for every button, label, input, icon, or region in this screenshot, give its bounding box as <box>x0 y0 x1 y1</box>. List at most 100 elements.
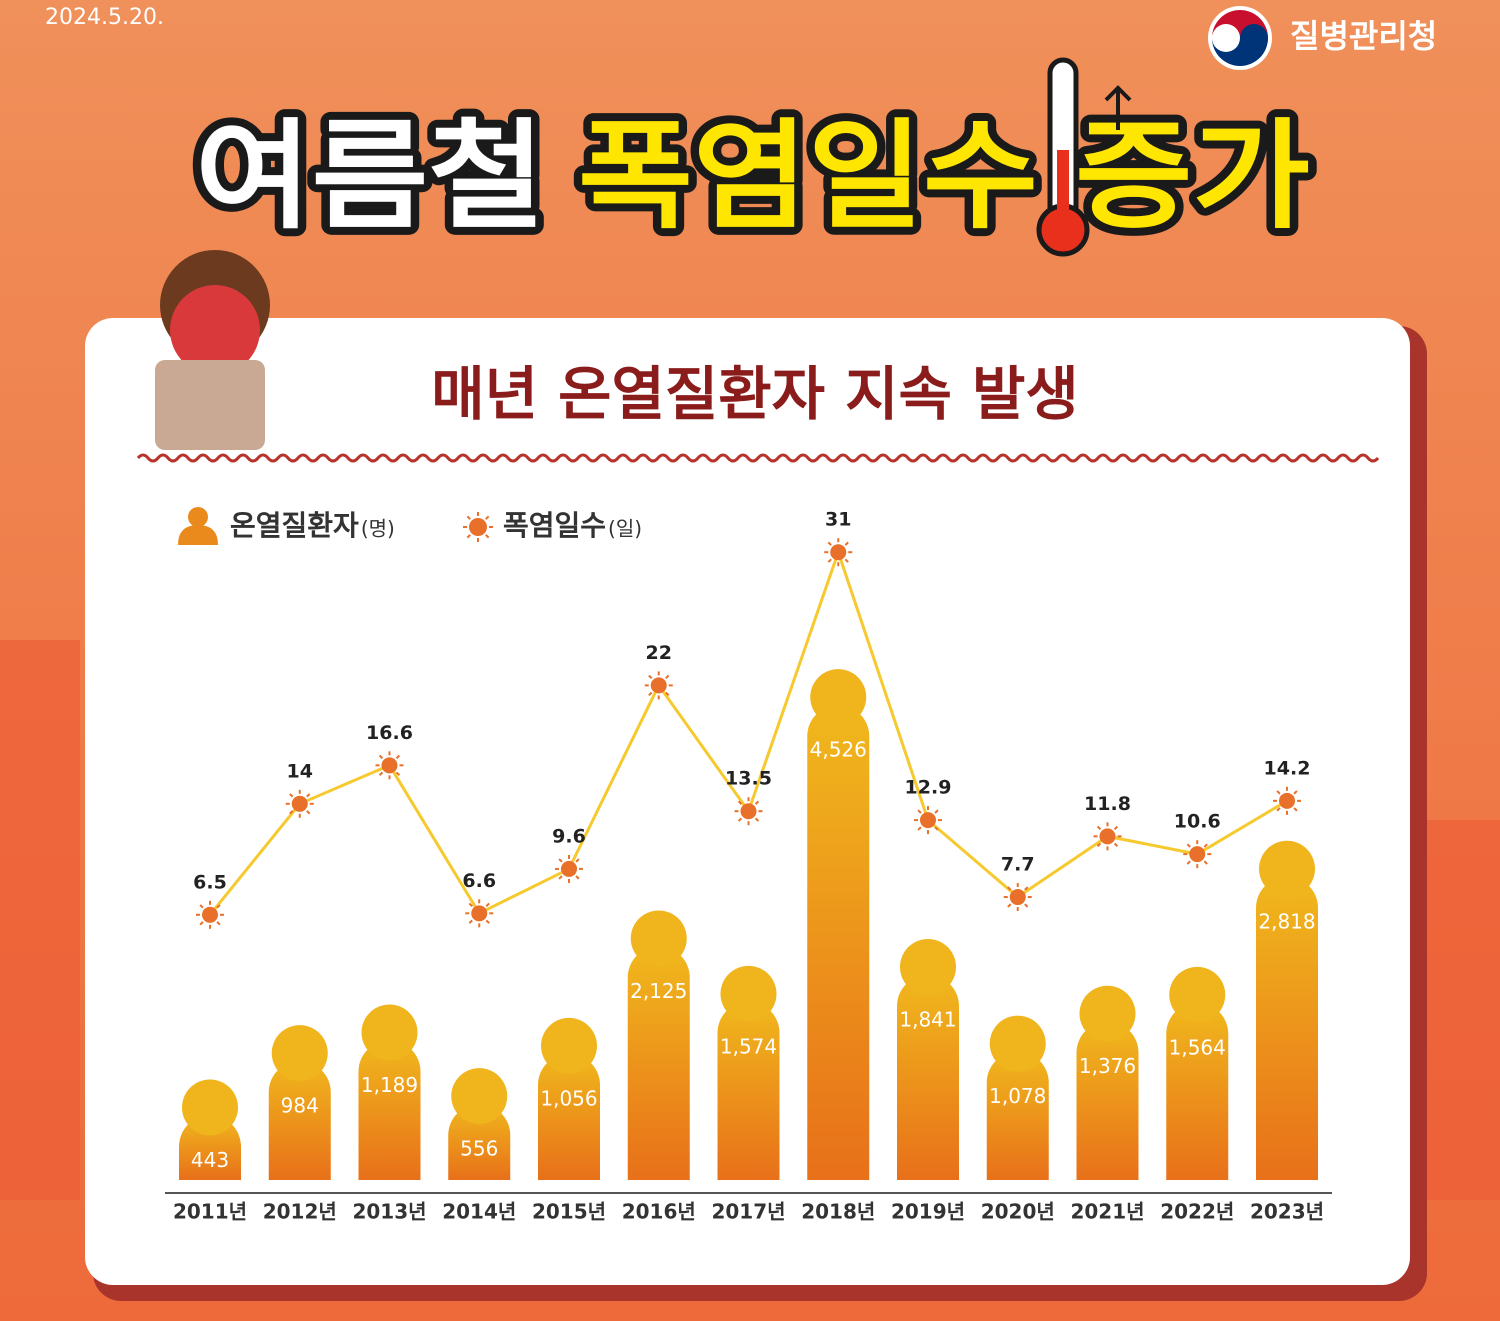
line-marker <box>650 677 667 694</box>
sun-ray <box>754 800 760 805</box>
value-label: 7.7 <box>1001 854 1035 876</box>
line-marker <box>1099 828 1116 845</box>
sun-ray <box>1096 825 1102 830</box>
sun-ray <box>466 534 471 539</box>
date: 2024.5.20. <box>45 5 164 30</box>
bar-head <box>630 910 687 967</box>
sun-ray <box>844 541 849 546</box>
sun-ray <box>827 558 832 563</box>
bar-head <box>1169 966 1226 1023</box>
sun-ray <box>468 919 473 924</box>
sun-ray <box>934 809 939 814</box>
line-marker <box>202 906 218 923</box>
x-tick-label: 2011년 <box>173 1200 247 1224</box>
sun-ray <box>485 515 490 520</box>
deco-building <box>1420 820 1500 1200</box>
sun-ray <box>289 810 294 815</box>
sun-ray <box>665 691 670 697</box>
legend-icon <box>469 518 487 536</box>
value-label: 10.6 <box>1174 811 1221 833</box>
value-label: 556 <box>460 1137 498 1161</box>
bar <box>897 975 959 1180</box>
value-label: 1,056 <box>540 1086 597 1110</box>
sun-ray <box>917 826 922 831</box>
value-label: 443 <box>191 1148 229 1172</box>
line-marker <box>1189 846 1206 863</box>
value-label: 1,078 <box>989 1084 1046 1108</box>
character <box>155 250 270 450</box>
bar-head <box>361 1004 418 1061</box>
line-marker <box>381 757 398 774</box>
sun-ray <box>934 826 939 831</box>
sun-ray <box>737 800 743 805</box>
sun-ray <box>485 919 490 924</box>
title-part: 증가 <box>1075 107 1310 245</box>
legend-icon <box>188 507 208 527</box>
x-tick-label: 2022년 <box>1160 1200 1234 1224</box>
sun-ray <box>378 754 384 759</box>
legend-label: 온열질환자 <box>230 509 359 542</box>
sun-ray <box>1113 825 1119 830</box>
legend-unit: (명) <box>361 517 395 541</box>
agency-logo <box>1208 6 1272 70</box>
x-tick-label: 2016년 <box>622 1200 696 1224</box>
sun-ray <box>754 817 760 822</box>
bar <box>448 1104 511 1180</box>
x-tick-label: 2015년 <box>532 1200 606 1224</box>
bar-head <box>541 1017 597 1074</box>
bar-head <box>720 965 777 1022</box>
sun-ray <box>844 558 849 563</box>
value-label: 14 <box>287 760 313 782</box>
sun-ray <box>575 875 580 880</box>
bar-head <box>900 938 956 995</box>
line-marker <box>1279 792 1295 809</box>
bar-head <box>810 669 867 726</box>
sun-ray <box>575 858 580 863</box>
bar <box>358 1040 421 1180</box>
x-tick-label: 2012년 <box>263 1200 337 1224</box>
sun-ray <box>306 793 311 798</box>
value-label: 11.8 <box>1084 793 1131 815</box>
sun-ray <box>1186 843 1191 848</box>
agency-name: 질병관리청 <box>1290 17 1437 55</box>
bar-head <box>1079 985 1136 1042</box>
sun-ray <box>1113 842 1119 847</box>
bar <box>268 1061 331 1180</box>
sun-ray <box>1096 842 1102 847</box>
bar-head <box>182 1079 238 1136</box>
value-label: 1,841 <box>899 1007 956 1031</box>
value-label: 14.2 <box>1264 757 1311 779</box>
x-tick-label: 2013년 <box>352 1200 426 1224</box>
x-tick-label: 2017년 <box>711 1200 785 1224</box>
sun-ray <box>306 810 311 815</box>
x-tick-label: 2019년 <box>891 1200 965 1224</box>
bar <box>807 705 870 1180</box>
line-marker <box>740 803 757 820</box>
x-tick-label: 2014년 <box>442 1200 516 1224</box>
line-marker <box>830 544 847 561</box>
sun-ray <box>827 541 832 546</box>
bar <box>538 1053 600 1180</box>
bar <box>179 1115 241 1180</box>
sun-ray <box>1276 790 1281 795</box>
value-label: 12.9 <box>905 777 952 799</box>
line-marker <box>291 795 308 812</box>
sun-ray <box>1203 843 1208 848</box>
legend-unit: (일) <box>608 517 642 541</box>
sun-ray <box>648 674 653 680</box>
sun-ray <box>558 875 563 880</box>
line-marker <box>471 905 488 922</box>
x-tick-label: 2020년 <box>981 1200 1055 1224</box>
value-label: 1,376 <box>1079 1054 1136 1078</box>
value-label: 4,526 <box>810 738 867 762</box>
sun-ray <box>485 902 490 907</box>
value-label: 2,125 <box>630 979 687 1003</box>
sun-ray <box>1024 903 1029 908</box>
value-label: 1,564 <box>1169 1035 1226 1059</box>
value-label: 6.5 <box>193 871 227 893</box>
bar <box>627 946 690 1180</box>
legend-label: 폭염일수 <box>503 509 606 542</box>
sun-ray <box>216 904 221 909</box>
